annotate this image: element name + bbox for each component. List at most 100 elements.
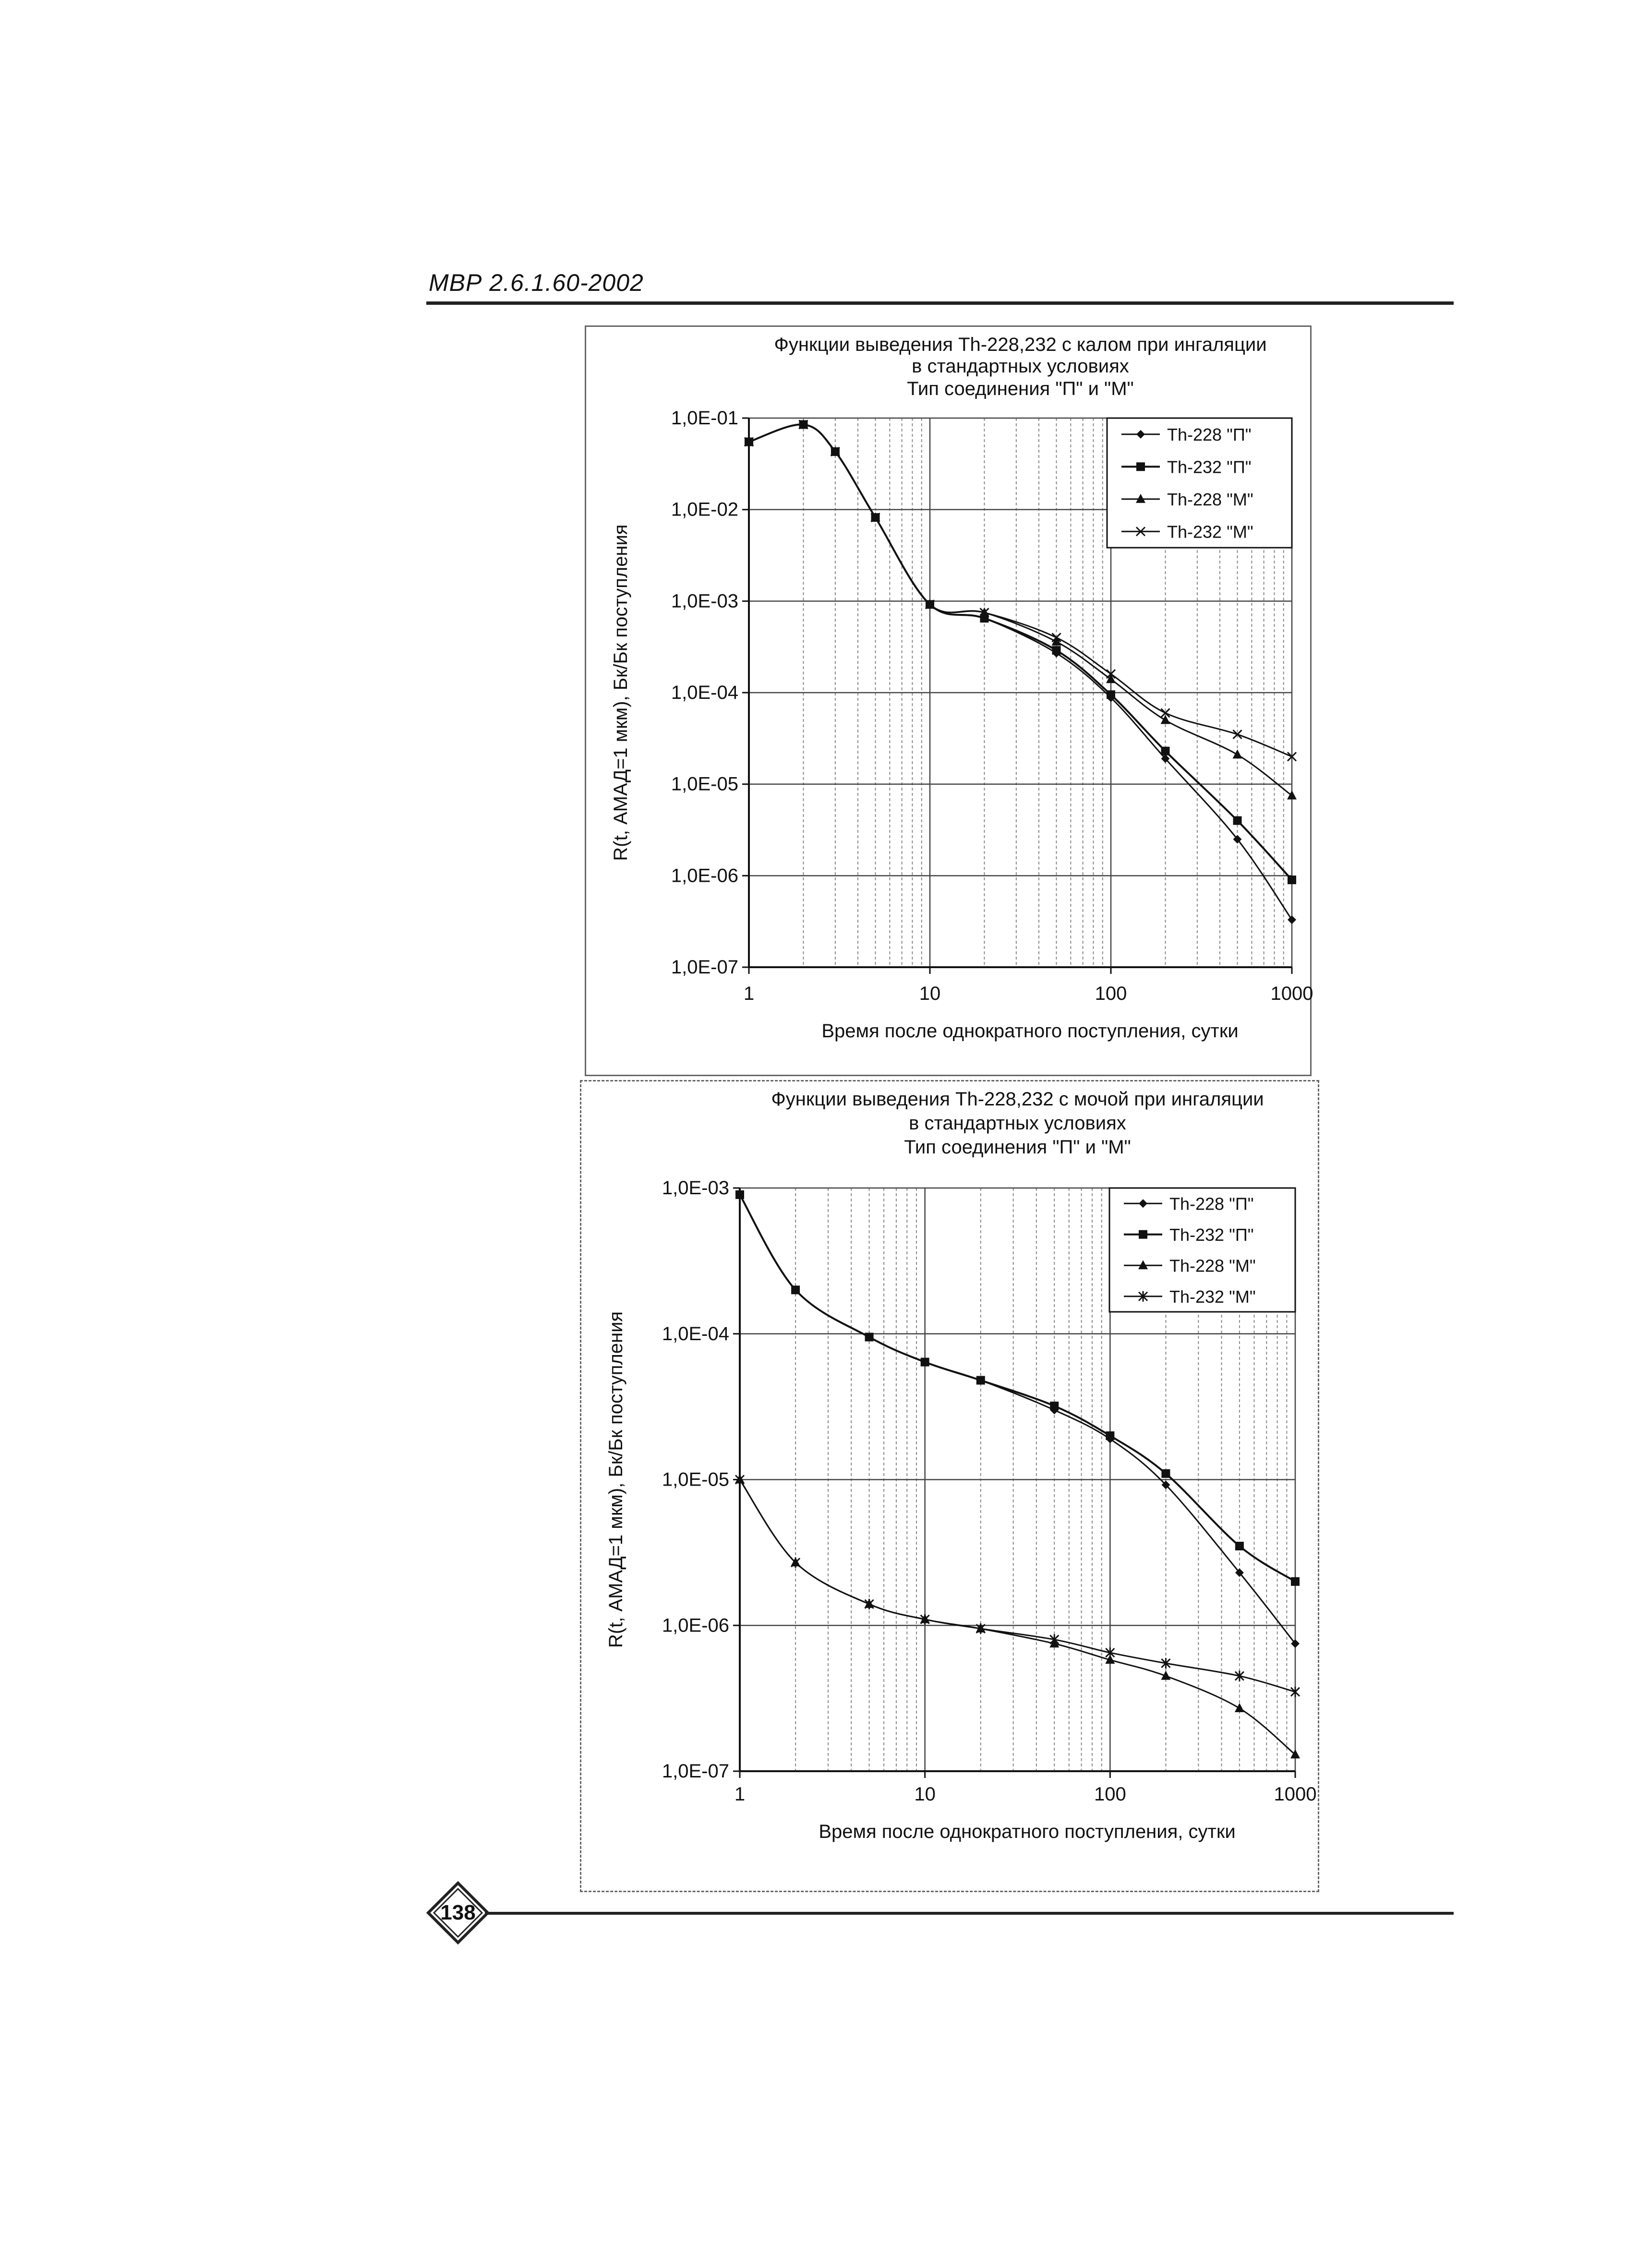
data-point: [1052, 646, 1061, 655]
legend-label: Th-232 "М": [1167, 522, 1253, 541]
chart-title-line: в стандартных условиях: [912, 356, 1129, 377]
data-point: [1290, 1686, 1301, 1697]
data-point: [925, 600, 935, 610]
legend-item: Th-228 "П": [1124, 1194, 1254, 1213]
x-tick-label: 1000: [1274, 1784, 1317, 1805]
data-point: [1233, 835, 1242, 844]
series-2: [735, 1190, 1300, 1586]
data-point: [1161, 1670, 1171, 1680]
x-axis-label: Время после однократного поступления, су…: [819, 1821, 1235, 1842]
data-point: [1051, 636, 1061, 646]
legend-marker: [1138, 1291, 1148, 1302]
footer-rule: [485, 1912, 1454, 1915]
data-point: [791, 1557, 801, 1568]
y-tick-label: 1,0E-06: [671, 865, 738, 886]
y-tick-label: 1,0E-04: [671, 682, 738, 703]
data-point: [1106, 1431, 1115, 1440]
legend-box: [1108, 1187, 1296, 1313]
legend-item: Th-228 "М": [1121, 490, 1253, 509]
legend-label: Th-232 "М": [1169, 1287, 1256, 1307]
y-tick-label: 1,0E-02: [671, 499, 738, 520]
y-tick-label: 1,0E-04: [662, 1323, 729, 1344]
legend-label: Th-232 "П": [1169, 1225, 1254, 1245]
data-point: [1161, 754, 1170, 763]
data-point: [920, 1614, 930, 1625]
y-axis-label: R(t, АМАД=1 мкм), Бк/Бк поступления: [610, 524, 631, 861]
legend: Th-228 "П" Th-232 "П" Th-228 "М" Th-232 "М": [1106, 417, 1293, 549]
legend-marker: [1139, 1230, 1147, 1239]
chart-title-line: Функции выведения Th-228,232 с калом при…: [774, 334, 1266, 355]
y-tick-label: 1,0E-05: [662, 1469, 729, 1490]
data-point: [798, 420, 808, 430]
data-point: [1232, 729, 1242, 739]
y-tick-label: 1,0E-01: [671, 408, 738, 429]
data-point: [865, 1332, 874, 1342]
x-tick-label: 1: [744, 983, 754, 1004]
chart-title-line: в стандартных условиях: [909, 1113, 1126, 1134]
data-point: [1287, 790, 1297, 800]
data-point: [1235, 1568, 1244, 1577]
data-point: [1106, 674, 1116, 684]
series-4: [735, 1474, 1301, 1697]
chart-title-line: Функции выведения Th-228,232 с мочой при…: [771, 1089, 1264, 1110]
data-point: [870, 513, 880, 523]
data-point: [1160, 708, 1170, 718]
y-tick-label: 1,0E-07: [662, 1761, 729, 1782]
data-point: [920, 1357, 929, 1367]
x-tick-label: 100: [1095, 983, 1127, 1004]
urine-excretion-chart: Функции выведения Th-228,232 с мочой при…: [605, 1089, 1317, 1842]
data-point: [744, 437, 754, 447]
legend-item: Th-232 "П": [1124, 1225, 1254, 1245]
legend-marker: [1136, 430, 1145, 439]
chart-title-line: Тип соединения "П" и "М": [907, 378, 1134, 399]
x-tick-label: 100: [1094, 1784, 1126, 1805]
legend-item: Th-228 "П": [1121, 425, 1252, 444]
y-axis-label: R(t, АМАД=1 мкм), Бк/Бк поступления: [605, 1311, 626, 1648]
feces-excretion-chart-frame: Функции выведения Th-228,232 с калом при…: [585, 325, 1313, 1076]
data-point: [1290, 1749, 1300, 1759]
data-point: [1105, 1655, 1115, 1664]
data-point: [1107, 690, 1115, 699]
legend-label: Th-228 "М": [1169, 1256, 1256, 1275]
legend-item: Th-228 "М": [1124, 1256, 1256, 1275]
data-point: [976, 1376, 985, 1385]
data-point: [1288, 876, 1296, 885]
page-number-diamond-icon: [426, 1881, 490, 1945]
legend-marker: [1135, 527, 1146, 537]
y-tick-label: 1,0E-07: [671, 957, 738, 978]
legend-item: Th-232 "П": [1121, 457, 1252, 477]
legend-box: [1106, 417, 1293, 549]
data-point: [1232, 749, 1242, 759]
series-line: [739, 1479, 1296, 1693]
series-line: [739, 1194, 1296, 1583]
legend-marker: [1139, 1199, 1147, 1208]
document-code: МВР 2.6.1.60-2002: [429, 269, 644, 296]
legend-label: Th-232 "П": [1167, 457, 1252, 477]
x-tick-label: 10: [919, 983, 941, 1004]
series-4: [744, 420, 1297, 762]
data-point: [1160, 715, 1170, 724]
data-point: [1233, 816, 1242, 825]
data-point: [979, 608, 989, 618]
data-point: [1291, 1639, 1300, 1648]
x-tick-label: 1000: [1271, 983, 1313, 1004]
page-number-badge: 138: [424, 1879, 492, 1946]
y-tick-label: 1,0E-03: [671, 590, 738, 612]
legend: Th-228 "П" Th-232 "П" Th-228 "М" Th-232 "М": [1108, 1187, 1296, 1313]
data-point: [1234, 1670, 1244, 1681]
legend-label: Th-228 "П": [1169, 1194, 1254, 1213]
data-point: [791, 1285, 800, 1295]
data-point: [1050, 1402, 1059, 1411]
legend-label: Th-228 "М": [1167, 490, 1253, 509]
legend-label: Th-228 "П": [1167, 425, 1252, 444]
data-point: [1161, 746, 1170, 756]
feces-excretion-chart: Функции выведения Th-228,232 с калом при…: [610, 334, 1313, 1042]
data-point: [1234, 1703, 1244, 1712]
y-tick-label: 1,0E-05: [671, 774, 738, 795]
data-point: [1051, 633, 1061, 643]
data-point: [830, 446, 840, 456]
x-axis-label: Время после однократного поступления, су…: [821, 1020, 1238, 1042]
data-point: [735, 1190, 744, 1199]
data-point: [1291, 1577, 1300, 1586]
legend-marker: [1136, 462, 1145, 471]
